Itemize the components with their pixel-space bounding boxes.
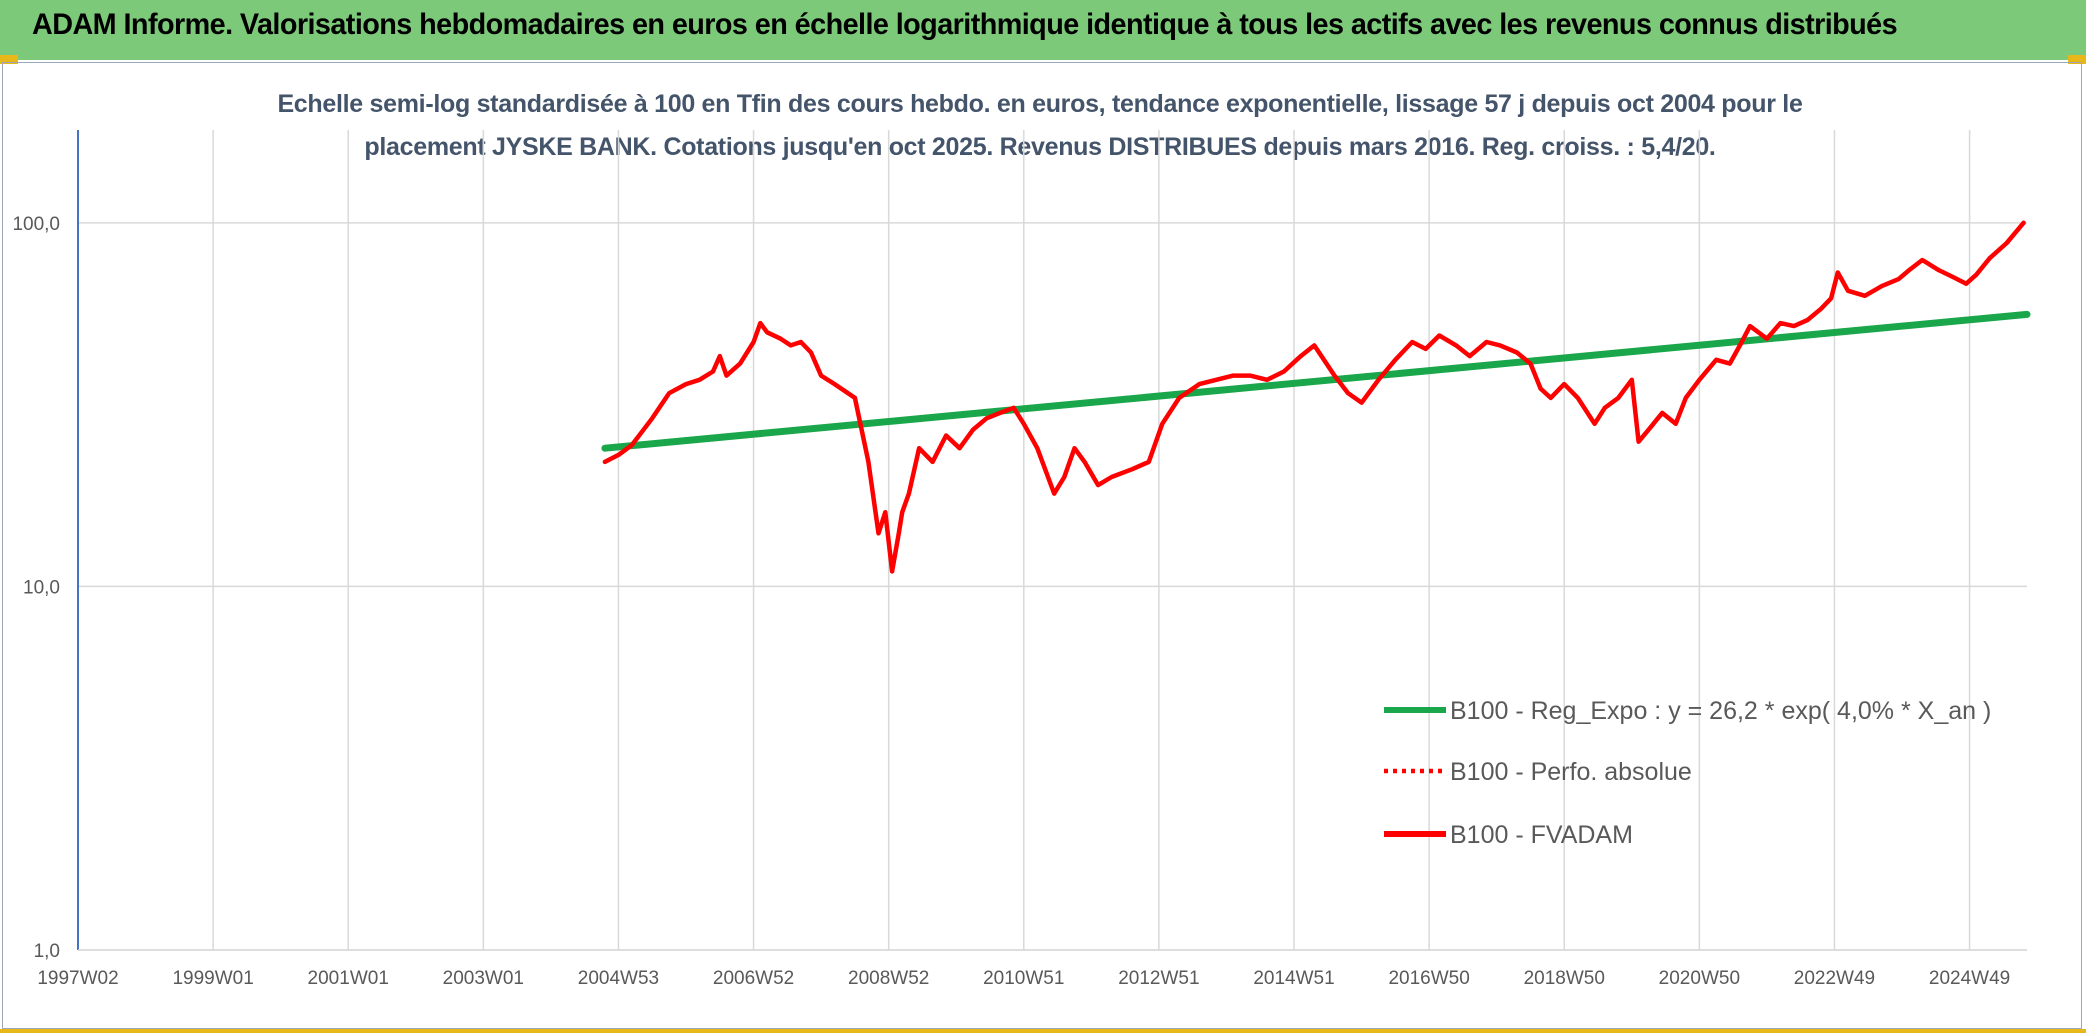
chart-title-line-2: placement JYSKE BANK. Cotations jusqu'en… bbox=[364, 133, 1716, 161]
y-tick-label: 1,0 bbox=[34, 941, 60, 962]
x-tick-label: 2020W50 bbox=[1659, 968, 1740, 989]
x-tick-label: 1997W02 bbox=[37, 968, 118, 989]
x-tick-label: 2004W53 bbox=[578, 968, 659, 989]
y-tick-label: 100,0 bbox=[12, 214, 60, 235]
legend-label: B100 - Reg_Expo : y = 26,2 * exp( 4,0% *… bbox=[1450, 697, 1991, 725]
chart-frame bbox=[2, 62, 2082, 1029]
bottom-border bbox=[0, 1029, 2086, 1033]
legend-label: B100 - FVADAM bbox=[1450, 821, 1633, 849]
series bbox=[601, 220, 2031, 574]
x-tick-label: 2022W49 bbox=[1794, 968, 1875, 989]
x-tick-label: 2018W50 bbox=[1524, 968, 1605, 989]
corner-marker-right bbox=[2068, 55, 2086, 64]
x-tick-label: 2014W51 bbox=[1253, 968, 1334, 989]
report-title: ADAM Informe. Valorisations hebdomadaire… bbox=[32, 8, 1898, 41]
axes: 1,0 10,0 100,0 1997W02 1999W01 2001W01 2003W01… bbox=[12, 130, 2027, 989]
legend: B100 - Reg_Expo : y = 26,2 * exp( 4,0% *… bbox=[1384, 697, 1991, 849]
x-tick-label: 2003W01 bbox=[443, 968, 524, 989]
y-tick-label: 10,0 bbox=[23, 577, 60, 598]
x-tick-label: 2008W52 bbox=[848, 968, 929, 989]
legend-label: B100 - Perfo. absolue bbox=[1450, 758, 1692, 786]
x-tick-label: 1999W01 bbox=[172, 968, 253, 989]
x-tick-label: 2006W52 bbox=[713, 968, 794, 989]
x-tick-label: 2010W51 bbox=[983, 968, 1064, 989]
x-tick-label: 2012W51 bbox=[1118, 968, 1199, 989]
trend-line bbox=[601, 310, 2031, 452]
x-tick-label: 2024W49 bbox=[1929, 968, 2010, 989]
chart-title-line-1: Echelle semi-log standardisée à 100 en T… bbox=[277, 90, 1803, 118]
x-tick-label: 2001W01 bbox=[308, 968, 389, 989]
report-header-banner: ADAM Informe. Valorisations hebdomadaire… bbox=[0, 0, 2086, 60]
fvadam-line bbox=[602, 220, 2026, 574]
x-tick-label: 2016W50 bbox=[1388, 968, 1469, 989]
gridlines bbox=[77, 130, 2027, 951]
corner-marker-left bbox=[0, 55, 18, 64]
